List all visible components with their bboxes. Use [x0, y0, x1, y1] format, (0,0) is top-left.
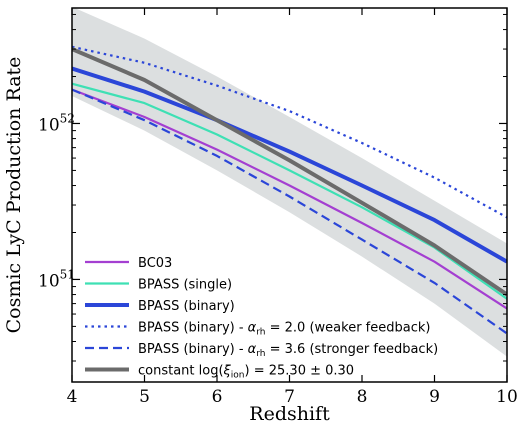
legend-label-4: BPASS (binary) - αrh = 2.0 (weaker feedb… — [138, 321, 430, 338]
series-line-3 — [72, 66, 507, 264]
series-line-6 — [72, 47, 507, 297]
x-tick-label: 6 — [212, 387, 223, 407]
x-axis-title: Redshift — [249, 403, 330, 425]
x-tick-label: 8 — [357, 387, 368, 407]
x-tick-label: 10 — [496, 387, 518, 407]
series-line-5 — [72, 88, 507, 335]
y-tick-label: 1052 — [38, 111, 75, 135]
legend-label-2: BPASS (single) — [138, 278, 232, 293]
y-tick-label: 1051 — [38, 267, 75, 291]
legend-label-3: BPASS (binary) — [138, 299, 235, 314]
x-tick-label: 4 — [67, 387, 78, 407]
uncertainty-band — [72, 8, 507, 357]
legend-label-5: BPASS (binary) - αrh = 3.6 (stronger fee… — [138, 342, 438, 359]
x-tick-label: 9 — [429, 387, 440, 407]
legend-label-6: constant log(ξion) = 25.30 ± 0.30 — [138, 364, 354, 381]
x-tick-label: 7 — [284, 387, 295, 407]
legend-label-1: BC03 — [138, 256, 172, 271]
x-tick-label: 5 — [139, 387, 150, 407]
series-line-1 — [72, 88, 507, 310]
y-axis-title: Cosmic LyC Production Rate — [3, 57, 25, 334]
legend: BC03 BPASS (single) BPASS (binary) BPASS (b… — [85, 256, 438, 381]
